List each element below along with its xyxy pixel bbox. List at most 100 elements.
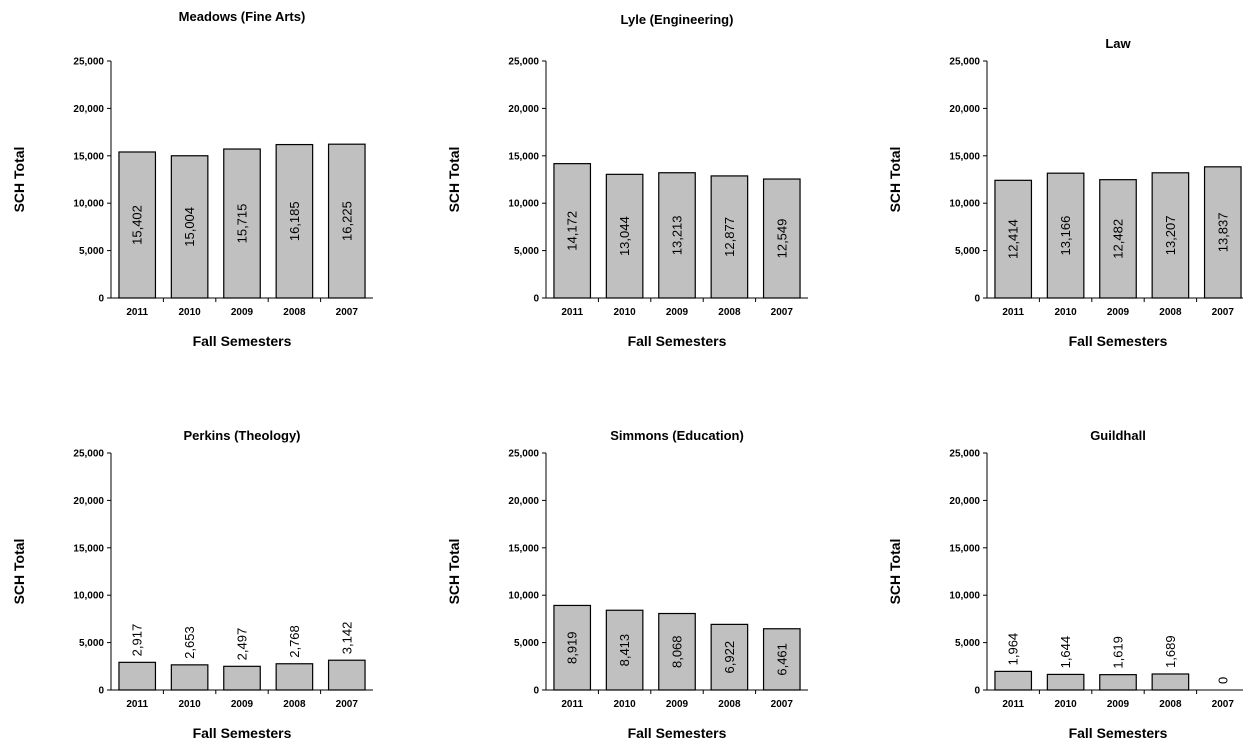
y-tick-label: 0 [533,686,539,697]
x-tick-label: 2009 [231,307,254,318]
x-tick-label: 2010 [178,307,201,318]
bar [170,155,209,299]
chart-title: Law [1105,36,1131,51]
chart-panel: Simmons (Education) SCH Total Fall Semeste… [446,428,808,741]
chart-panel: Perkins (Theology) SCH Total Fall Semester… [11,428,373,741]
bar [994,179,1033,299]
x-tick-label: 2009 [1107,699,1130,710]
data-label: 0 [1215,677,1230,684]
chart-title: Lyle (Engineering) [621,12,734,27]
data-label: 1,619 [1111,636,1126,669]
y-axis-title: SCH Total [11,539,27,605]
y-tick-label: 10,000 [949,199,980,210]
chart-panel: Law SCH Total Fall Semesters 0 5,000 10,000 15… [887,36,1243,349]
x-tick-label: 2011 [126,699,148,710]
bar [762,628,801,691]
x-tick-label: 2010 [613,307,636,318]
chart-title: Simmons (Education) [610,428,744,443]
x-tick-label: 2009 [1107,307,1130,318]
x-tick-label: 2010 [613,699,636,710]
data-label: 12,482 [1111,219,1126,259]
y-tick-label: 25,000 [73,57,104,68]
x-tick-label: 2011 [1002,307,1024,318]
y-tick-label: 0 [533,294,539,305]
x-tick-label: 2010 [1054,699,1077,710]
x-axis-title: Fall Semesters [1069,725,1168,741]
y-axis-title: SCH Total [887,539,903,605]
data-label: 3,142 [339,622,354,655]
y-tick-label: 20,000 [949,104,980,115]
data-label: 13,207 [1163,216,1178,256]
y-axis-title: SCH Total [11,147,27,213]
data-label: 16,185 [287,201,302,241]
x-tick-label: 2008 [1159,699,1182,710]
bar [170,664,209,691]
bar [553,604,592,691]
y-tick-label: 25,000 [949,57,980,68]
chart-panel: Lyle (Engineering) SCH Total Fall Semester… [446,12,808,349]
x-axis-title: Fall Semesters [628,333,727,349]
y-tick-label: 0 [974,686,980,697]
x-tick-label: 2007 [336,699,359,710]
y-tick-label: 15,000 [949,151,980,162]
bar [1099,674,1137,691]
y-tick-label: 5,000 [514,638,539,649]
x-tick-label: 2008 [1159,307,1182,318]
x-tick-label: 2010 [1054,307,1077,318]
x-tick-label: 2008 [283,699,306,710]
data-label: 2,768 [287,625,302,658]
data-label: 15,715 [235,204,250,244]
data-label: 1,964 [1006,633,1021,666]
y-axis-title: SCH Total [887,147,903,213]
x-tick-label: 2007 [1212,699,1235,710]
data-label: 8,068 [670,635,685,668]
y-tick-label: 5,000 [79,638,104,649]
x-axis-title: Fall Semesters [193,333,292,349]
y-tick-label: 20,000 [949,496,980,507]
bar [762,178,801,299]
bar [1151,673,1190,691]
x-tick-label: 2011 [561,307,583,318]
chart-title: Meadows (Fine Arts) [179,9,306,24]
bar [223,665,261,691]
data-label: 6,461 [774,643,789,676]
chart-title: Guildhall [1090,428,1146,443]
bar [1203,166,1242,299]
y-tick-label: 0 [974,294,980,305]
bar [994,670,1033,691]
y-tick-label: 10,000 [508,199,539,210]
y-tick-label: 20,000 [508,104,539,115]
chart-panel: Guildhall SCH Total Fall Semesters 0 5,000 10… [887,428,1243,741]
data-label: 13,213 [670,215,685,255]
y-tick-label: 15,000 [73,543,104,554]
y-tick-label: 5,000 [79,246,104,257]
bar [1099,179,1137,299]
bar [658,612,696,691]
y-tick-label: 25,000 [508,449,539,460]
data-label: 2,653 [182,626,197,659]
data-label: 12,414 [1006,219,1021,259]
y-tick-label: 25,000 [949,449,980,460]
bar [223,148,261,299]
data-label: 14,172 [565,211,580,251]
x-tick-label: 2007 [1212,307,1235,318]
y-tick-label: 15,000 [508,151,539,162]
y-tick-label: 0 [98,686,104,697]
x-tick-label: 2009 [231,699,254,710]
x-tick-label: 2008 [718,699,741,710]
x-tick-label: 2011 [126,307,148,318]
bar [118,661,157,691]
chart-title: Perkins (Theology) [183,428,300,443]
x-tick-label: 2007 [336,307,359,318]
bar [118,151,157,299]
data-label: 15,004 [182,207,197,247]
data-label: 6,922 [722,641,737,674]
bar [275,143,314,299]
bar [710,175,749,299]
y-tick-label: 25,000 [73,449,104,460]
y-tick-label: 25,000 [508,57,539,68]
data-label: 2,497 [235,628,250,661]
x-axis-title: Fall Semesters [193,725,292,741]
